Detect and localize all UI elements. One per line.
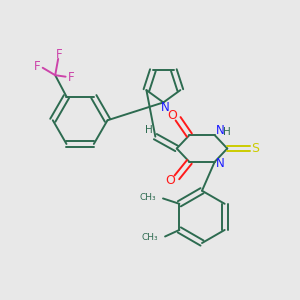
Text: H: H [223, 127, 231, 137]
Text: O: O [165, 174, 175, 188]
Text: N: N [160, 101, 169, 114]
Text: CH₃: CH₃ [142, 233, 159, 242]
Text: CH₃: CH₃ [140, 193, 157, 202]
Text: H: H [145, 125, 153, 135]
Text: S: S [251, 142, 260, 155]
Text: F: F [56, 48, 63, 61]
Text: N: N [216, 124, 224, 137]
Text: F: F [68, 71, 74, 84]
Text: N: N [216, 157, 224, 170]
Text: O: O [167, 109, 177, 122]
Text: F: F [34, 60, 41, 73]
